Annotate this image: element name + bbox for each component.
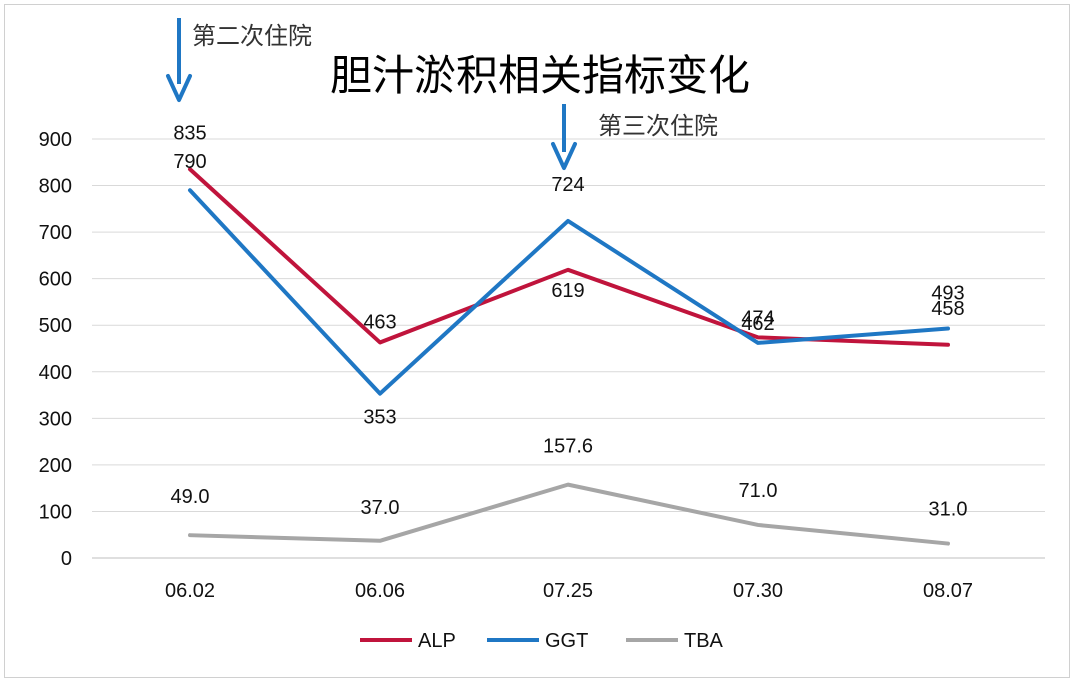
x-tick-label: 07.30 <box>733 580 783 602</box>
x-tick-label: 06.06 <box>355 580 405 602</box>
data-label-alp: 474 <box>741 307 774 329</box>
chart-title: 胆汁淤积相关指标变化 <box>330 51 750 100</box>
series-line-ggt <box>188 188 950 396</box>
y-tick-label: 900 <box>39 129 72 151</box>
data-label-tba: 31.0 <box>929 499 968 521</box>
annotation-label: 第二次住院 <box>192 22 312 50</box>
down-arrow-icon <box>166 74 192 102</box>
data-label-tba: 37.0 <box>361 497 400 519</box>
data-label-ggt: 462 <box>741 313 774 335</box>
legend-label-tba: TBA <box>684 630 724 652</box>
data-label-tba: 157.6 <box>543 436 593 458</box>
data-label-alp: 458 <box>931 298 964 320</box>
y-tick-label: 100 <box>39 501 72 523</box>
y-tick-label: 500 <box>39 315 72 337</box>
y-tick-label: 800 <box>39 176 72 198</box>
y-tick-label: 400 <box>39 362 72 384</box>
x-tick-label: 06.02 <box>165 580 215 602</box>
y-tick-label: 200 <box>39 455 72 477</box>
data-label-alp: 619 <box>551 280 584 302</box>
down-arrow-icon <box>551 142 577 170</box>
legend-label-alp: ALP <box>418 630 456 652</box>
data-label-alp: 463 <box>363 311 396 333</box>
chart-frame <box>4 4 1070 678</box>
y-tick-label: 700 <box>39 222 72 244</box>
y-tick-label: 600 <box>39 269 72 291</box>
data-label-tba: 71.0 <box>739 480 778 502</box>
data-label-ggt: 790 <box>173 151 206 173</box>
y-tick-label: 300 <box>39 408 72 430</box>
data-label-tba: 49.0 <box>171 486 210 508</box>
legend-label-ggt: GGT <box>545 630 588 652</box>
data-label-ggt: 493 <box>931 282 964 304</box>
data-label-ggt: 353 <box>363 407 396 429</box>
y-tick-label: 0 <box>61 548 72 570</box>
series-line-tba <box>188 482 950 546</box>
annotation-label: 第三次住院 <box>598 112 718 140</box>
x-tick-label: 08.07 <box>923 580 973 602</box>
data-label-alp: 835 <box>173 122 206 144</box>
x-tick-label: 07.25 <box>543 580 593 602</box>
data-label-ggt: 724 <box>551 174 584 196</box>
